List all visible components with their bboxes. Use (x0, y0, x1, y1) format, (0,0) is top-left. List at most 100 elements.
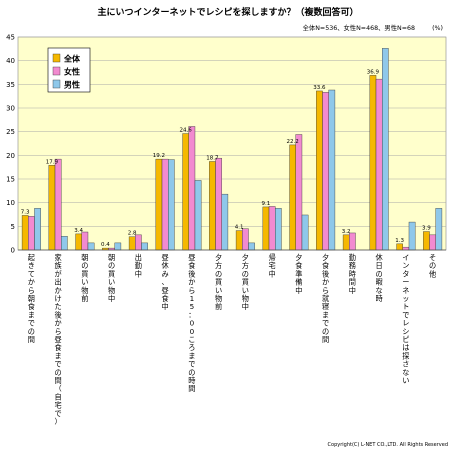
bar-male (34, 208, 41, 251)
bar-male (114, 242, 122, 251)
x-tick-label: 出勤中 (135, 253, 142, 278)
bar-all (369, 75, 377, 251)
x-tick-label: 朝の買い物中 (108, 253, 115, 303)
bar-all (316, 90, 323, 251)
x-tick-label: その他 (429, 253, 436, 278)
bar-male (328, 89, 336, 251)
bar-female (242, 228, 249, 251)
x-tick-label: 夕食準備中 (295, 253, 302, 295)
bar-male (87, 242, 95, 251)
bar-female (349, 232, 356, 251)
data-label: 18.7 (206, 155, 219, 161)
x-tick-label: 家族が出かけた後から昼食までの間（自宅で） (55, 253, 62, 426)
data-label: 1.3 (395, 238, 404, 244)
data-label: 17.9 (46, 159, 59, 165)
legend-label: 女性 (64, 67, 80, 77)
y-tick-label: 10 (6, 199, 15, 207)
x-tick-label: 休日の暇な時 (376, 253, 384, 303)
bar-all (262, 206, 270, 251)
bar-all (182, 133, 189, 251)
bar-female (161, 158, 169, 251)
bar-female (28, 216, 35, 251)
bar-male (248, 242, 255, 251)
bar-female (268, 206, 276, 251)
data-label: 7.3 (21, 209, 30, 215)
bar-all (128, 236, 136, 251)
unit-label: (%) (432, 25, 443, 32)
y-tick-label: 35 (6, 81, 15, 89)
bar-all (21, 215, 29, 251)
x-tick-label: 昼食後から 1 5： 0 0 ころまでの時間 (188, 253, 195, 393)
x-tick-label: 夕食後から就寝までの間 (322, 253, 329, 344)
bar-male (61, 236, 68, 251)
legend-label: 全体 (63, 54, 81, 64)
bar-all (75, 233, 82, 251)
x-tick-label: 昼休み、昼食中 (162, 253, 170, 311)
data-label: 3.2 (342, 229, 351, 235)
y-tick-label: 40 (6, 57, 15, 65)
bar-all (342, 234, 350, 251)
bar-male (301, 214, 309, 251)
bar-male (141, 242, 148, 251)
data-label: 33.6 (313, 85, 326, 91)
data-label: 3.9 (422, 226, 431, 232)
chart-title: 主にいつインターネットでレシピを探しますか？（複数回答可） (97, 6, 358, 18)
bar-male (382, 48, 389, 251)
data-label: 4.1 (235, 225, 244, 231)
x-tick-label: 起きてから朝食までの間 (28, 253, 35, 344)
bar-female (322, 92, 329, 251)
data-label: 9.1 (262, 201, 271, 207)
bar-female (54, 158, 62, 251)
bar-all (235, 230, 243, 251)
y-tick-label: 20 (6, 152, 15, 160)
x-tick-label: インターネットでレシピは探さない (402, 253, 409, 385)
bar-all (396, 243, 403, 251)
x-tick-label: 夕方の買い物中 (242, 253, 249, 311)
bar-female (81, 231, 89, 251)
bar-all (48, 165, 56, 251)
y-tick-label: 25 (6, 128, 15, 136)
x-tick-label: 朝の買い物前 (81, 253, 88, 303)
bar-all (155, 158, 163, 251)
legend-swatch (52, 53, 61, 63)
legend-swatch (52, 79, 61, 89)
legend-label: 男性 (64, 80, 80, 90)
bar-male (435, 208, 443, 251)
x-tick-label: 勤務時間中 (349, 253, 357, 295)
bar-all (209, 161, 216, 251)
bar-female (375, 78, 383, 251)
bar-female (429, 234, 436, 251)
data-label: 24.6 (180, 128, 193, 134)
y-tick-label: 0 (11, 247, 15, 255)
bar-female (215, 157, 222, 251)
bar-female (402, 246, 410, 251)
data-label: 3.4 (74, 228, 83, 234)
bar-female (135, 234, 142, 251)
bar-all (289, 144, 296, 251)
chart-subtitle: 全体N=536、女性N=468、男性N=68 (303, 23, 415, 32)
data-label: 0.4 (101, 242, 110, 248)
x-tick-label: 帰宅中 (269, 253, 276, 278)
plot-area: 0 5 10 15 20 25 30 35 40 45 7.3 17.9 3.4 0.4 2.8 19.2 24… (6, 34, 447, 426)
bar-all (423, 231, 430, 251)
legend-swatch (52, 66, 61, 76)
bar-female (295, 134, 303, 251)
y-tick-label: 15 (6, 176, 15, 184)
y-tick-label: 45 (6, 34, 15, 42)
x-tick-label: 夕方の買い物前 (215, 253, 222, 311)
bar-male (168, 159, 175, 251)
bar-male (221, 193, 229, 251)
y-tick-label: 30 (6, 105, 15, 113)
data-label: 22.2 (287, 139, 299, 145)
bar-female (188, 126, 196, 251)
copyright-text: Copyright(C) L-NET CO.,LTD. All Rights R… (328, 442, 448, 448)
data-label: 36.9 (367, 69, 380, 75)
y-tick-label: 5 (11, 223, 15, 231)
bar-male (275, 208, 282, 251)
bar-male (194, 180, 202, 251)
data-label: 19.2 (153, 153, 165, 159)
data-label: 2.8 (128, 231, 137, 237)
bar-male (408, 221, 416, 251)
